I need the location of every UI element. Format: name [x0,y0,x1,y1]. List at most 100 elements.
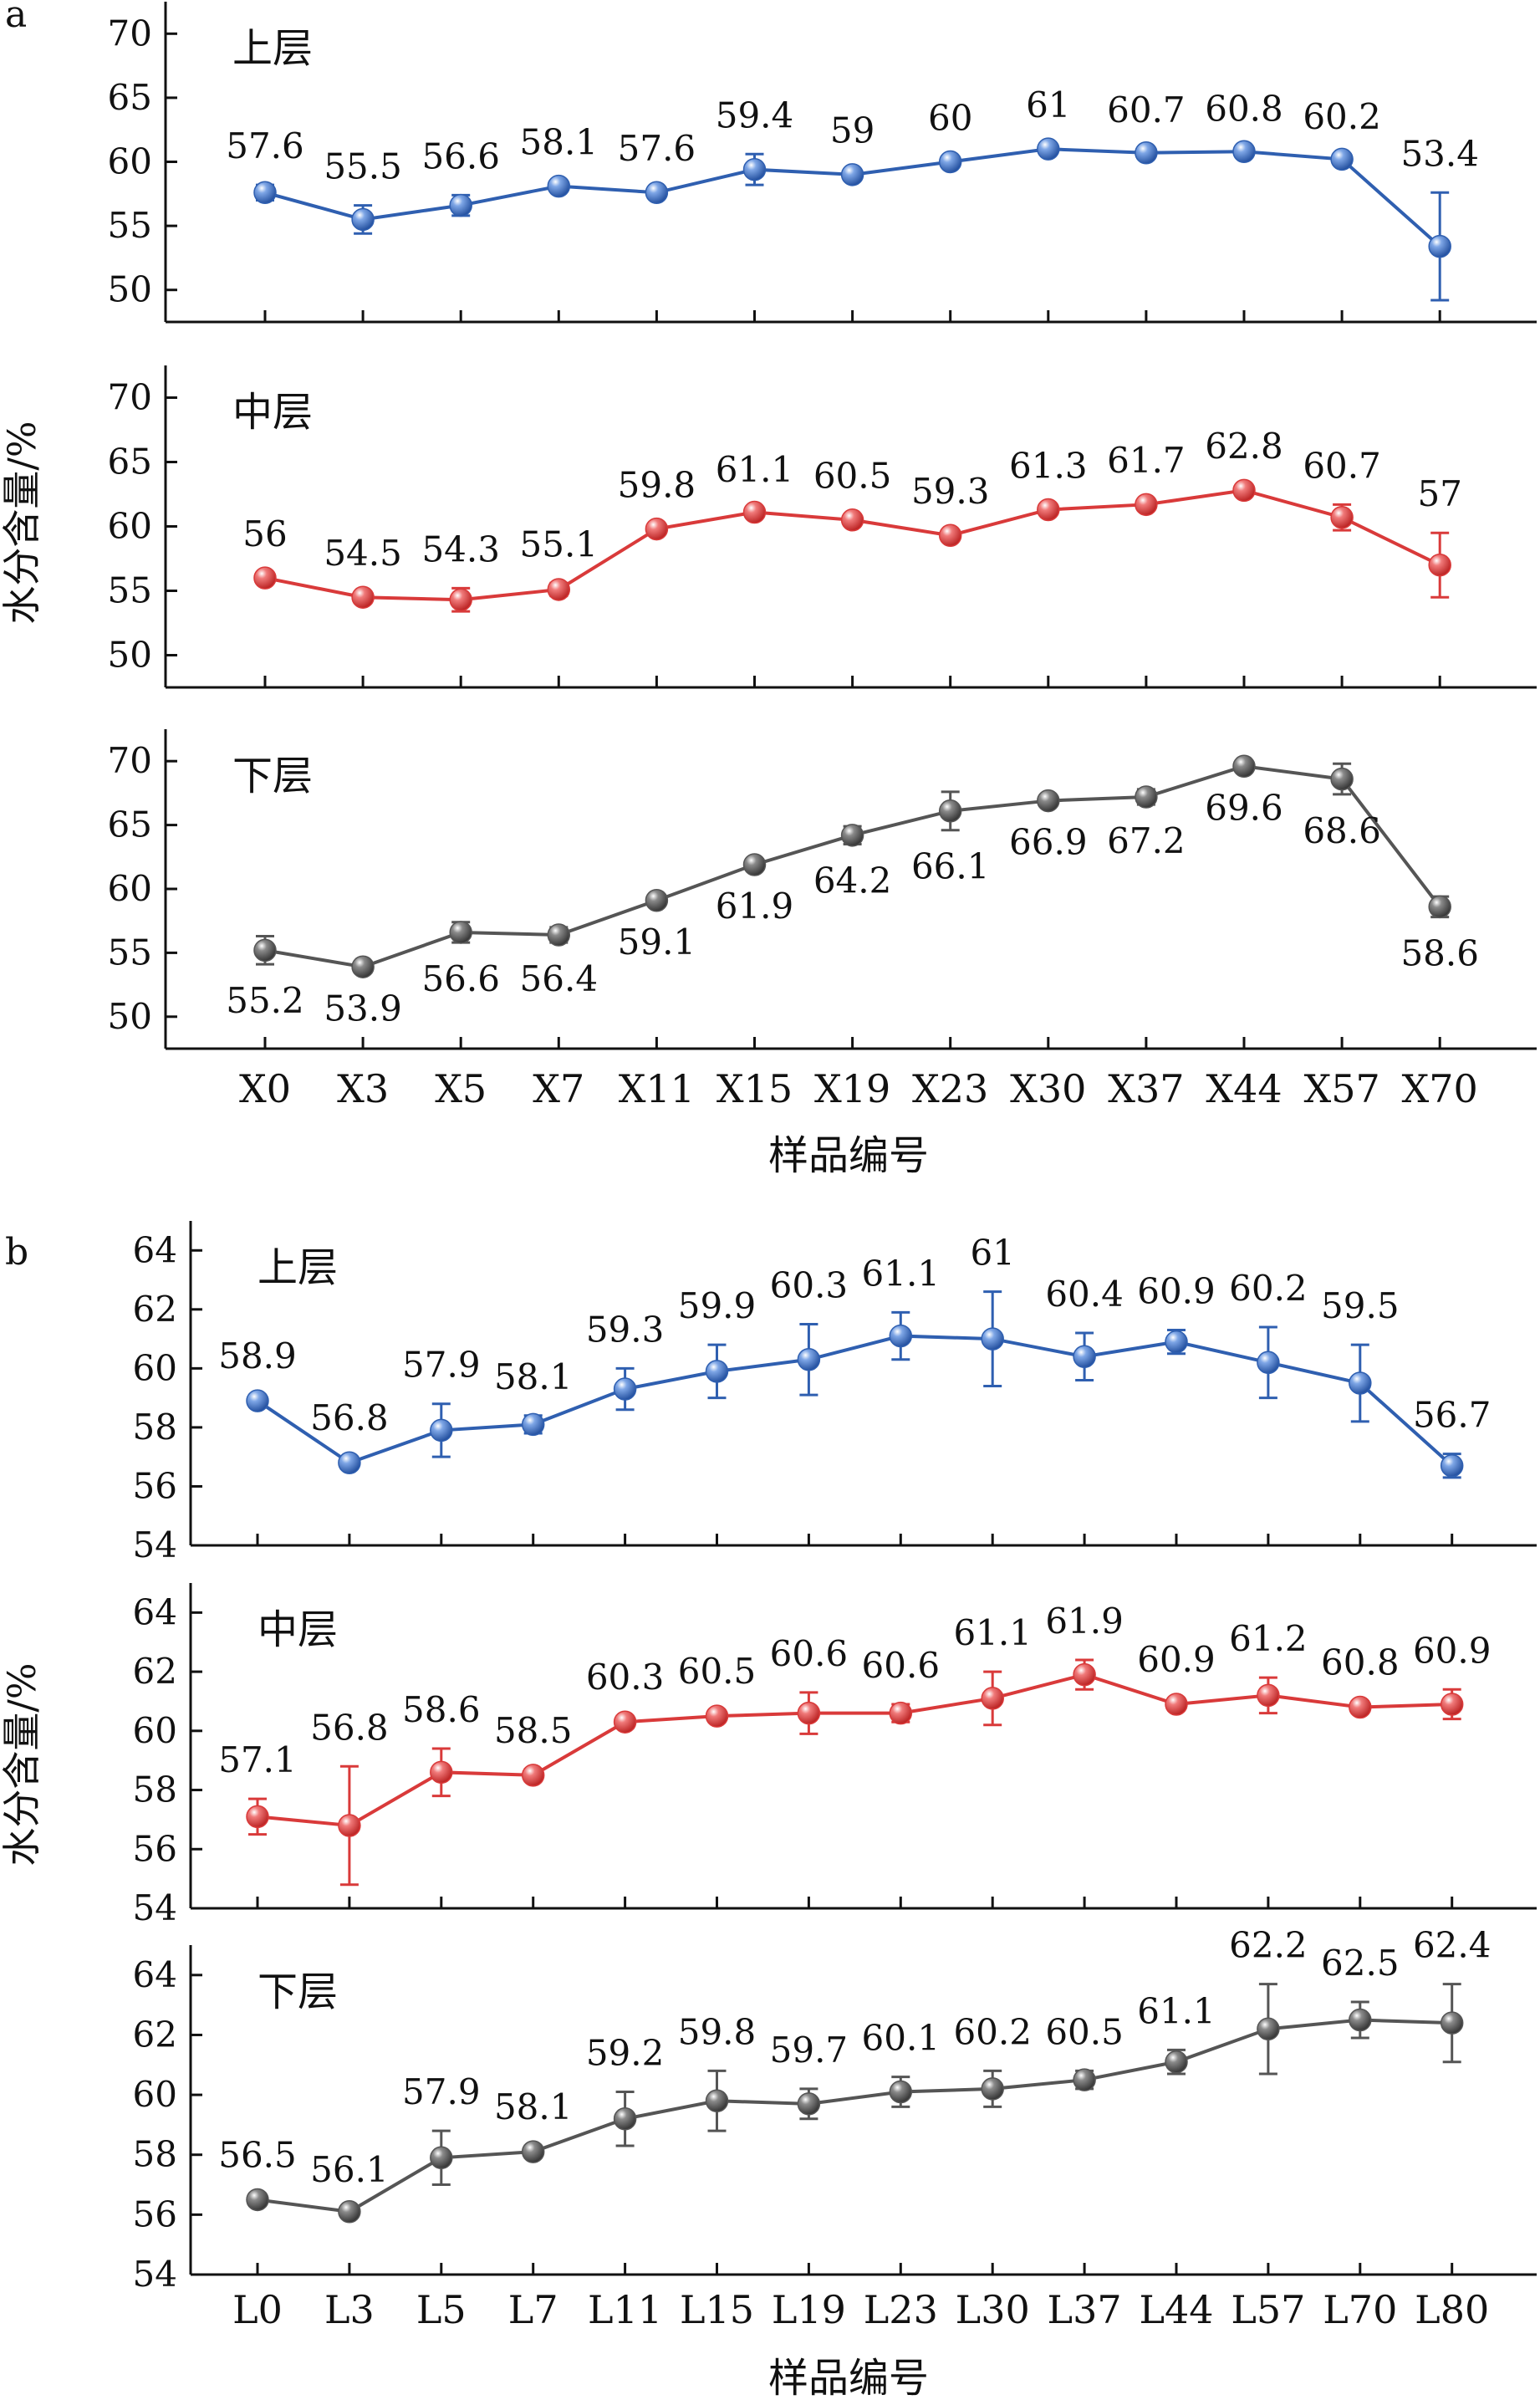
panel-a-3-data-point [840,824,864,847]
panel-a-1-data-label: 57.6 [618,128,696,169]
panel-a-2-data-label: 59.8 [618,464,696,505]
panel-b-x-tick-label: L5 [416,2287,467,2332]
panel-b-3-data-label: 57.9 [402,2071,481,2112]
panel-b-3-y-tick-label: 54 [133,2254,177,2295]
panel-a-2-y-tick-label: 60 [108,506,152,547]
panel-a-x-tick-label: X57 [1303,1066,1379,1111]
panel-a-2-data-label: 61.1 [716,449,794,490]
panel-a-3-data-point [449,921,472,944]
panel-a-letter: a [5,0,27,36]
panel-b-3-axes: 54 56 58 60 62 64 下层 [133,1945,1537,2295]
panel-a-3-data-point [938,799,962,823]
panel-b-2-y-tick-label: 56 [133,1828,177,1869]
panel-a-1-data-label: 59 [830,110,875,151]
panel-b-3-y-tick-label: 60 [133,2074,177,2115]
panel-b-2-data-label: 60.5 [678,1651,757,1692]
panel-a-x-tick-label: X0 [239,1066,291,1111]
panel-b-1-data-label: 60.4 [1045,1274,1124,1315]
panel-a-1-data-point [253,181,277,205]
panel-a-1-data-point [1428,234,1451,258]
panel-a-2-data-label: 59.3 [911,471,990,512]
panel-b-1-y-tick-label: 58 [133,1407,177,1448]
panel-a-3-data-point [547,923,571,947]
panel-a-2-axes: 50 55 60 65 70 中层 [108,365,1537,689]
panel-a-2-data-point [1232,478,1256,503]
panel-a-x-tick-label: X44 [1206,1066,1282,1111]
panel-a-1-data-point [547,174,571,198]
panel-b-3-data-label: 62.2 [1229,1925,1308,1966]
panel-b-2-data-point [1257,1683,1280,1708]
panel-b-1-data-point [1349,1371,1372,1395]
panel-a-3-data-label: 69.6 [1205,787,1283,828]
panel-b-1-data-label: 60.3 [770,1264,849,1305]
panel-a-2-data-point [1037,498,1060,522]
panel-a-3-data-point [742,853,767,876]
panel-b-x-tick-label: L0 [232,2287,283,2332]
panel-b-2-y-tick-label: 54 [133,1887,177,1928]
panel-b-2-axes: 54 56 58 60 62 64 中层 [133,1583,1537,1928]
panel-b-3-data-label: 62.4 [1413,1925,1492,1966]
panel-a-3-data-point [1232,754,1256,779]
panel-a-1-data-label: 58.1 [520,121,599,162]
panel-a-x-axis-title: 样品编号 [768,1132,929,1179]
panel-b-2-data-point [430,1760,453,1785]
panel-a-2-data-label: 57 [1417,473,1461,514]
panel-b-1-data-label: 56.8 [310,1397,389,1438]
panel-a-3-data-point [351,955,375,978]
panel-a-3-data-point [1428,895,1451,919]
panel-a-1-data-point [1330,147,1354,171]
panel-a-2-data-label: 62.8 [1205,426,1283,467]
panel-a-3-y-tick-label: 55 [108,932,152,973]
panel-b-3-data-point [1349,2008,1372,2032]
panel-b-1-data-point [1073,1345,1096,1369]
panel-b-1-data-label: 60.9 [1137,1271,1216,1312]
panel-a-1-data-point [938,150,962,174]
panel-a-x-tick-label: X3 [337,1066,389,1111]
panel-a-1-data-label: 57.6 [226,125,304,166]
panel-a-3-data-point [1330,767,1354,791]
panel-a-3-data-label: 58.6 [1400,933,1479,974]
panel-a-1-data-point [1037,137,1060,161]
panel-a-3-data-label: 66.1 [911,846,990,887]
panel-a-1-data-point [449,193,472,217]
panel-a-2-data-point [840,508,864,532]
panel-b-3-data-label: 60.2 [953,2011,1032,2052]
panel-b-1-data-point [797,1348,821,1371]
panel-b-2-y-tick-label: 58 [133,1769,177,1810]
panel-b-x-tick-label: L11 [588,2287,662,2332]
panel-b-1-data-label: 61.1 [862,1253,941,1294]
panel-b-x-tick-label: L23 [864,2287,938,2332]
panel-b-1-data-point [613,1377,637,1401]
panel-a-2-data-point [1135,493,1158,517]
panel-a-3-y-tick-label: 70 [108,740,152,781]
panel-b-2-data-point [521,1764,545,1787]
panel-b-letter: b [5,1231,28,1274]
panel-b-1-y-tick-label: 64 [133,1229,177,1270]
panel-a-2-data-label: 54.3 [421,529,500,569]
panel-b-2-data-point [1440,1693,1464,1716]
panel-a-1-data-label: 55.5 [324,146,402,187]
panel-a-3-data-label: 66.9 [1009,822,1088,863]
panel-a-1-data-label: 60.8 [1205,89,1283,130]
panel-b-1-y-tick-label: 62 [133,1289,177,1330]
panel-a-3-data-label: 67.2 [1107,820,1186,861]
panel-b-2-data-label: 61.9 [1045,1601,1124,1642]
panel-b-2-data-label: 60.6 [770,1633,849,1674]
panel-a-2-y-tick-label: 65 [108,442,152,483]
panel-b-x-tick-label: L30 [956,2287,1030,2332]
panel-b-1-data-point [889,1324,913,1348]
panel-a-x-tick-label: X30 [1010,1066,1086,1111]
panel-b-3-data-point [613,2106,637,2131]
panel-b-1-axes: 54 56 58 60 62 64 上层 [133,1221,1537,1565]
panel-b-x-tick-label: L44 [1139,2287,1213,2332]
panel-a-1-data-label: 53.4 [1400,133,1479,174]
panel-a-3-y-tick-label: 60 [108,868,152,909]
panel-a-1-y-tick-label: 50 [108,269,152,310]
panel-b-3-data-label: 60.1 [862,2018,941,2059]
panel-b-2-data-label: 57.1 [218,1739,297,1780]
panel-b-1-data-label: 58.9 [218,1335,297,1376]
panel-b-3-series-line [257,2018,1452,2214]
panel-a-2-data-point [1428,553,1451,577]
panel-b-3-data-point [889,2080,913,2104]
panel-b-x-tick-label: L57 [1231,2287,1305,2332]
